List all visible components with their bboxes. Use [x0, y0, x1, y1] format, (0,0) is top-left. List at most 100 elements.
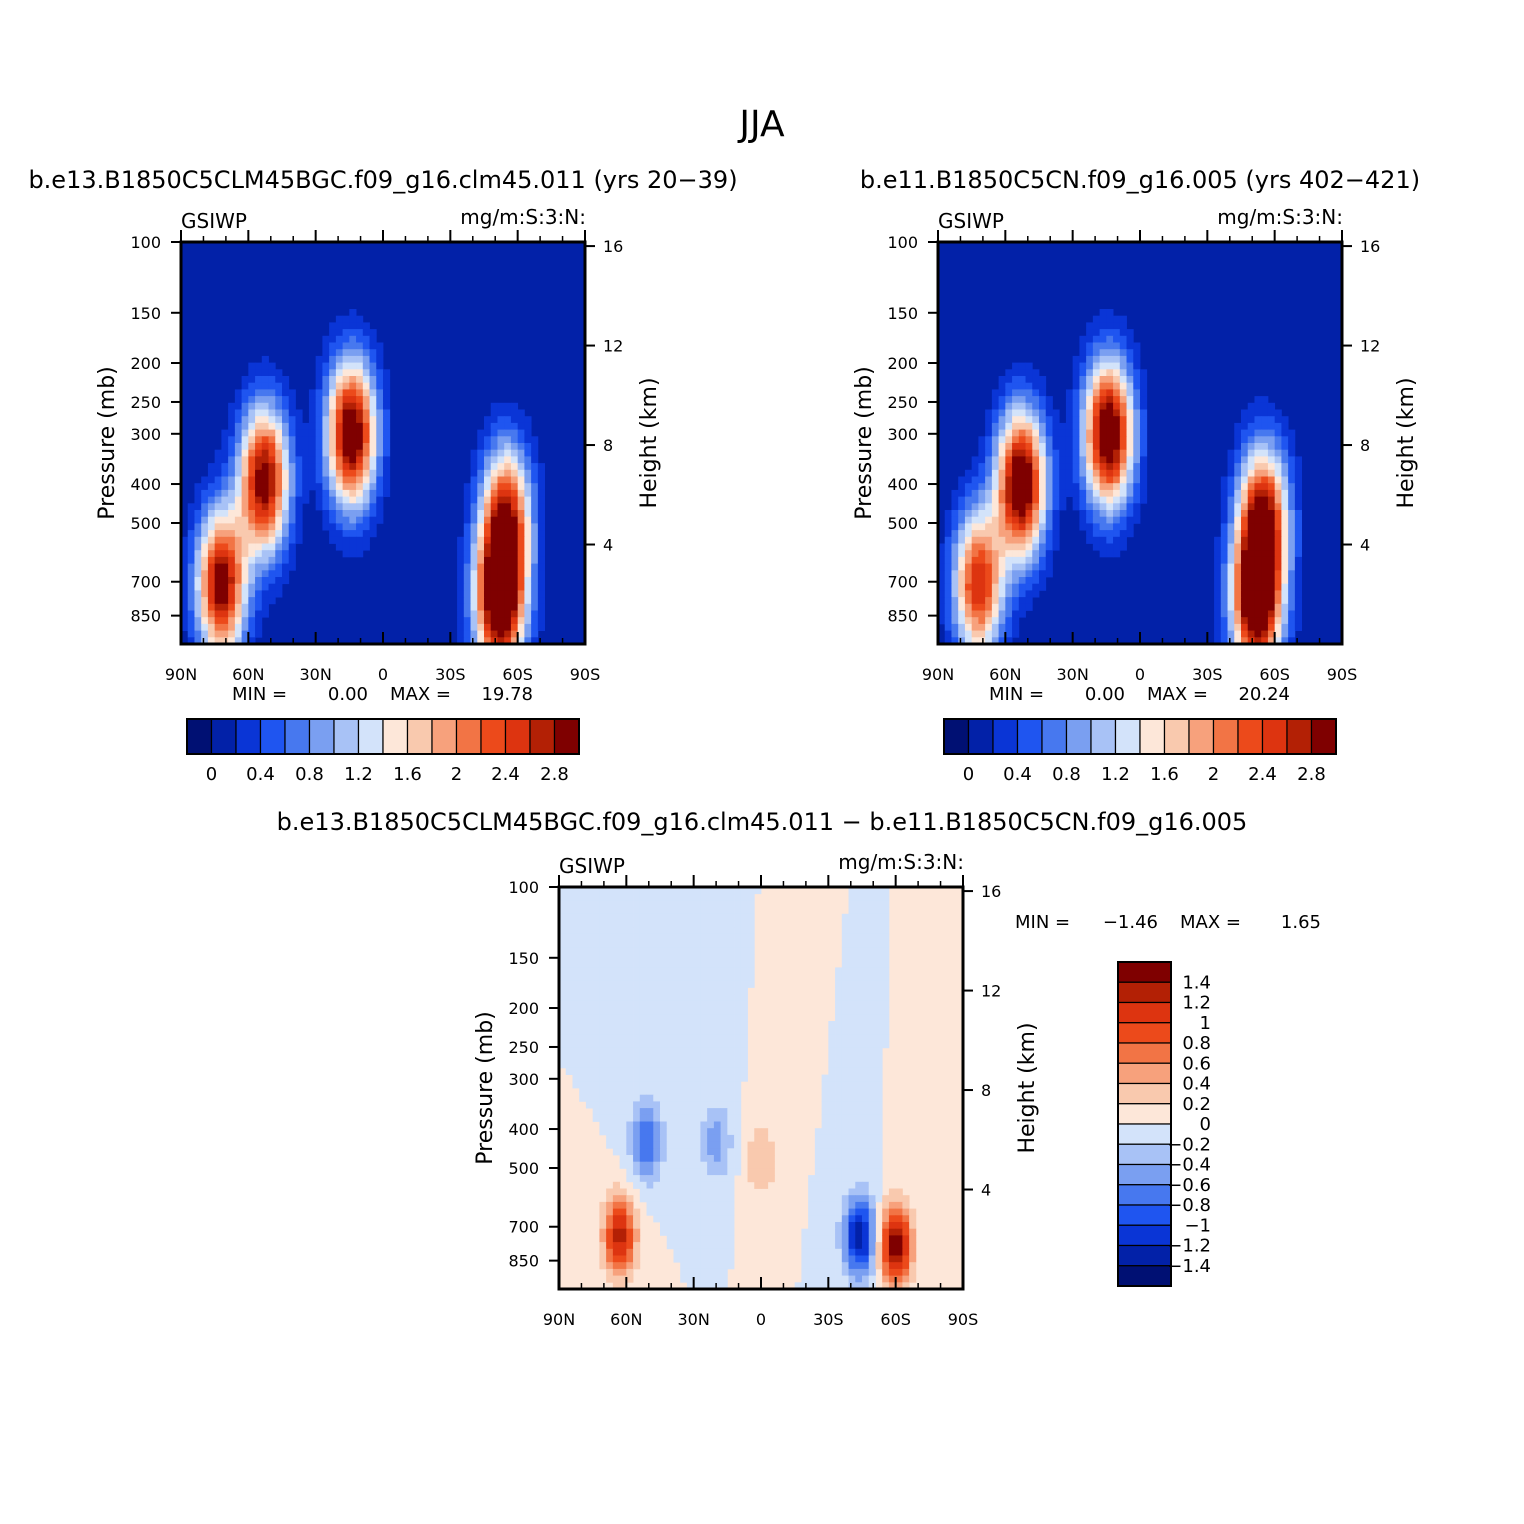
contour-cell — [875, 1242, 883, 1250]
contour-cell — [700, 1222, 708, 1230]
contour-cell — [686, 1228, 695, 1236]
colorbar-label: 2 — [1208, 764, 1219, 785]
contour-cell — [639, 980, 647, 988]
contour-cell — [477, 617, 485, 625]
contour-cell — [633, 994, 641, 1002]
contour-cell — [517, 610, 525, 618]
contour-cell — [680, 947, 688, 955]
contour-cell — [828, 1108, 836, 1116]
contour-cell — [349, 369, 357, 377]
contour-cell — [1072, 429, 1080, 437]
contour-cell — [761, 1141, 769, 1149]
contour-cell — [612, 1021, 620, 1029]
contour-cell — [1039, 489, 1047, 497]
contour-cell — [559, 954, 567, 962]
contour-cell — [848, 933, 856, 941]
contour-cell — [619, 1262, 627, 1270]
contour-cell — [1288, 483, 1296, 491]
contour-cell — [295, 510, 303, 518]
contour-cell — [194, 483, 202, 491]
contour-cell — [868, 1114, 876, 1122]
contour-cell — [639, 1121, 647, 1129]
contour-cell — [275, 429, 283, 437]
contour-cell — [673, 1101, 681, 1109]
contour-cell — [477, 449, 485, 457]
contour-cell — [958, 556, 966, 564]
contour-cell — [808, 1208, 816, 1216]
contour-cell — [660, 954, 668, 962]
contour-cell — [329, 342, 337, 350]
contour-cell — [978, 510, 986, 518]
contour-cell — [1079, 483, 1087, 491]
contour-cell — [978, 597, 986, 605]
contour-cell — [356, 456, 364, 464]
contour-cell — [612, 967, 620, 975]
contour-cell — [599, 893, 607, 901]
contour-cell — [599, 960, 607, 968]
contour-cell — [814, 1275, 822, 1283]
contour-cell — [727, 1235, 735, 1243]
contour-cell — [1261, 469, 1269, 477]
contour-cell — [1012, 483, 1020, 491]
contour-cell — [261, 583, 269, 591]
contour-cell — [612, 1114, 620, 1122]
contour-cell — [261, 362, 269, 370]
contour-cell — [517, 449, 525, 457]
contour-cell — [944, 530, 952, 538]
contour-cell — [1025, 416, 1033, 424]
contour-cell — [565, 1007, 573, 1015]
contour-cell — [1113, 503, 1121, 511]
contour-cell — [958, 590, 966, 598]
contour-cell — [248, 429, 256, 437]
contour-cell — [537, 577, 545, 585]
contour-cell — [579, 927, 587, 935]
contour-cell — [1119, 355, 1127, 363]
contour-cell — [1234, 530, 1242, 538]
contour-cell — [1005, 402, 1013, 410]
contour-cell — [828, 1201, 836, 1209]
contour-cell — [666, 1007, 674, 1015]
contour-cell — [862, 1208, 870, 1216]
contour-cell — [673, 933, 681, 941]
contour-cell — [1005, 550, 1013, 558]
contour-cell — [268, 376, 276, 384]
contour-cell — [504, 402, 512, 410]
contour-cell — [362, 422, 370, 430]
contour-cell — [261, 603, 269, 611]
contour-cell — [964, 523, 973, 531]
contour-cell — [700, 980, 708, 988]
contour-cell — [619, 1021, 627, 1029]
contour-cell — [740, 954, 748, 962]
contour-cell — [1099, 369, 1107, 377]
contour-cell — [646, 1195, 654, 1203]
contour-cell — [1059, 503, 1067, 511]
contour-cell — [606, 954, 614, 962]
contour-cell — [1288, 603, 1296, 611]
contour-cell — [1065, 463, 1074, 471]
contour-cell — [1267, 550, 1276, 558]
contour-cell — [1133, 389, 1141, 397]
contour-cell — [1032, 396, 1040, 404]
contour-cell — [848, 1114, 856, 1122]
contour-cell — [938, 570, 946, 578]
contour-cell — [1052, 436, 1060, 444]
contour-cell — [1012, 556, 1020, 564]
contour-cell — [868, 1148, 876, 1156]
contour-cell — [964, 630, 973, 638]
contour-cell — [985, 563, 993, 571]
contour-cell — [1079, 335, 1087, 343]
contour-cell — [497, 402, 505, 410]
contour-cell — [1025, 463, 1033, 471]
contour-cell — [606, 960, 614, 968]
contour-cell — [187, 530, 195, 538]
contour-cell — [951, 536, 959, 544]
contour-cell — [559, 1007, 567, 1015]
contour-cell — [720, 1114, 728, 1122]
contour-cell — [707, 1161, 715, 1169]
contour-cell — [510, 416, 519, 424]
contour-cell — [255, 422, 263, 430]
contour-cell — [261, 382, 269, 390]
contour-cell — [680, 1208, 688, 1216]
contour-cell — [335, 510, 343, 518]
contour-cell — [288, 523, 296, 531]
